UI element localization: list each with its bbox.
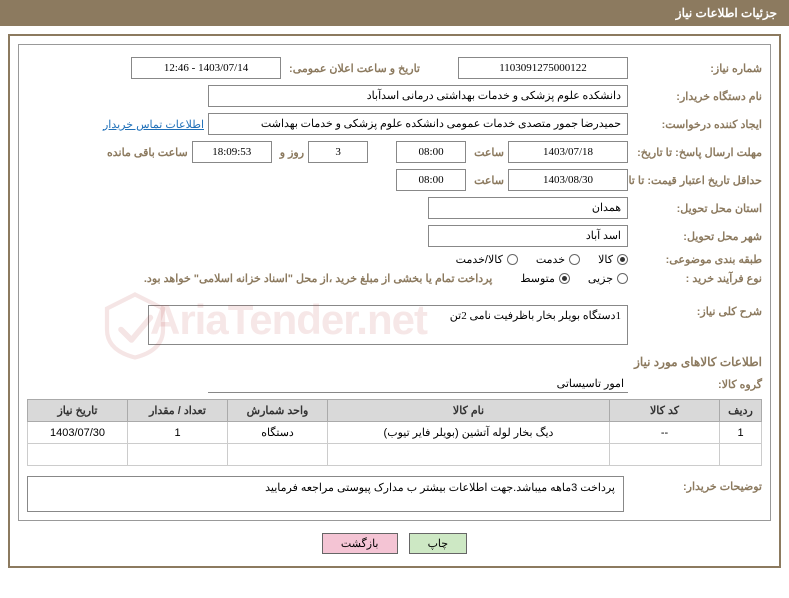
announce-datetime-label: تاریخ و ساعت اعلان عمومی: — [285, 62, 420, 75]
radio-goods-service[interactable] — [507, 254, 518, 265]
payment-note: پرداخت تمام یا بخشی از مبلغ خرید ،از محل… — [144, 272, 492, 285]
th-code: کد کالا — [610, 400, 720, 422]
radio-minor-label: جزیی — [588, 272, 613, 285]
announce-datetime-field: 1403/07/14 - 12:46 — [131, 57, 281, 79]
validity-date-field: 1403/08/30 — [508, 169, 628, 191]
radio-goods-service-label: کالا/خدمت — [456, 253, 503, 266]
category-radio-group: کالا خدمت کالا/خدمت — [456, 253, 628, 266]
th-qty: تعداد / مقدار — [128, 400, 228, 422]
radio-service-label: خدمت — [536, 253, 565, 266]
buyer-org-field: دانشکده علوم پزشکی و خدمات بهداشتی درمان… — [208, 85, 628, 107]
reply-time-label: ساعت — [470, 146, 504, 159]
reply-date-field: 1403/07/18 — [508, 141, 628, 163]
need-number-field: 1103091275000122 — [458, 57, 628, 79]
table-row — [28, 444, 762, 466]
reply-deadline-label: مهلت ارسال پاسخ: تا تاریخ: — [632, 146, 762, 159]
buyer-contact-link[interactable]: اطلاعات تماس خریدار — [103, 118, 204, 131]
radio-goods[interactable] — [617, 254, 628, 265]
items-table: ردیف کد کالا نام کالا واحد شمارش تعداد /… — [27, 399, 762, 466]
city-field: اسد آباد — [428, 225, 628, 247]
province-field: همدان — [428, 197, 628, 219]
need-number-label: شماره نیاز: — [632, 62, 762, 75]
purchase-type-label: نوع فرآیند خرید : — [632, 272, 762, 285]
reply-time-field: 08:00 — [396, 141, 466, 163]
days-and-label: روز و — [276, 146, 304, 159]
print-button[interactable]: چاپ — [409, 533, 468, 554]
back-button[interactable]: بازگشت — [322, 533, 398, 554]
radio-service[interactable] — [569, 254, 580, 265]
buyer-notes-label: توضیحات خریدار: — [632, 476, 762, 493]
days-remaining-field: 3 — [308, 141, 368, 163]
validity-time-label: ساعت — [470, 174, 504, 187]
goods-group-label: گروه کالا: — [632, 378, 762, 391]
cell-name: دیگ بخار لوله آتشین (بویلر فایر تیوب) — [328, 422, 610, 444]
buyer-org-label: نام دستگاه خریدار: — [632, 90, 762, 103]
table-row: 1 -- دیگ بخار لوله آتشین (بویلر فایر تیو… — [28, 422, 762, 444]
general-desc-label: شرح کلی نیاز: — [632, 305, 762, 318]
cell-unit: دستگاه — [228, 422, 328, 444]
requester-label: ایجاد کننده درخواست: — [632, 118, 762, 131]
radio-medium[interactable] — [559, 273, 570, 284]
th-row: ردیف — [720, 400, 762, 422]
purchase-radio-group: جزیی متوسط — [520, 272, 628, 285]
radio-minor[interactable] — [617, 273, 628, 284]
province-label: استان محل تحویل: — [632, 202, 762, 215]
cell-code: -- — [610, 422, 720, 444]
general-desc-field: 1دستگاه بویلر بخار باظرفیت نامی 2تن — [148, 305, 628, 345]
page-header: جزئیات اطلاعات نیاز — [0, 0, 789, 26]
items-section-title: اطلاعات کالاهای مورد نیاز — [27, 355, 762, 369]
cell-date: 1403/07/30 — [28, 422, 128, 444]
price-validity-label: حداقل تاریخ اعتبار قیمت: تا تاریخ: — [632, 174, 762, 187]
category-label: طبقه بندی موضوعی: — [632, 253, 762, 266]
time-remaining-label: ساعت باقی مانده — [103, 146, 188, 159]
goods-group-field: امور تاسیساتی — [208, 375, 628, 393]
buyer-notes-field: پرداخت 3ماهه میباشد.جهت اطلاعات بیشتر ب … — [27, 476, 624, 512]
th-date: تاریخ نیاز — [28, 400, 128, 422]
validity-time-field: 08:00 — [396, 169, 466, 191]
city-label: شهر محل تحویل: — [632, 230, 762, 243]
requester-field: حمیدرضا جمور متصدی خدمات عمومی دانشکده ع… — [208, 113, 628, 135]
radio-medium-label: متوسط — [520, 272, 555, 285]
th-name: نام کالا — [328, 400, 610, 422]
th-unit: واحد شمارش — [228, 400, 328, 422]
countdown-field: 18:09:53 — [192, 141, 272, 163]
radio-goods-label: کالا — [598, 253, 613, 266]
cell-qty: 1 — [128, 422, 228, 444]
cell-row: 1 — [720, 422, 762, 444]
